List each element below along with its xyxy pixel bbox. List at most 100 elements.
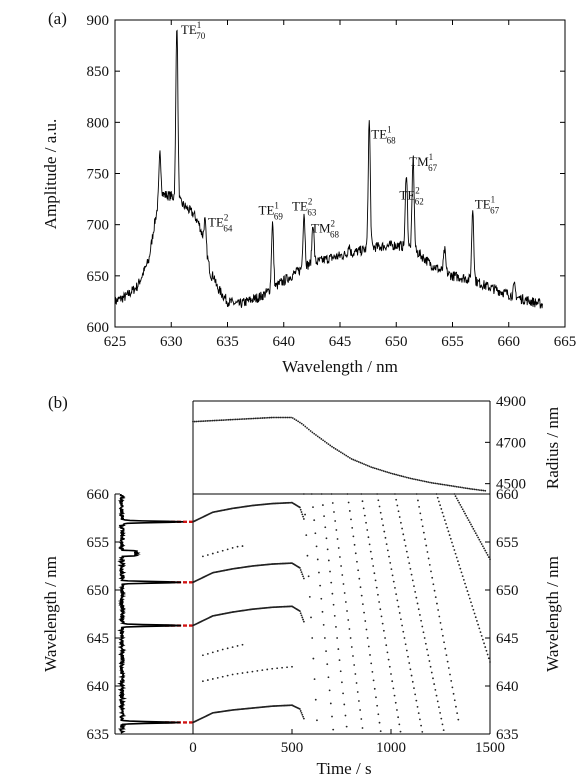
panel-b-track-point — [226, 647, 229, 650]
panel-b-radius-point — [475, 488, 478, 491]
panel-b-track-point — [302, 577, 305, 580]
panel-b-track-point — [486, 653, 489, 656]
panel-b-track-point — [305, 534, 308, 537]
panel-b-track-point — [379, 511, 382, 514]
panel-a-peak-label: TE1 67 — [475, 194, 500, 215]
panel-b-track-point — [226, 674, 229, 677]
panel-b-radius-point — [382, 470, 385, 472]
panel-a-xtick-label: 660 — [498, 334, 521, 350]
panel-b-left-ytick-label: 655 — [87, 535, 110, 551]
panel-b-track-point — [301, 573, 304, 576]
panel-b-radius-point — [457, 486, 460, 488]
panel-b-radius-point — [420, 479, 422, 482]
panel-b-track-point — [454, 495, 457, 498]
panel-b-track-point — [374, 579, 377, 582]
panel-b-track-point — [392, 687, 395, 690]
panel-b-radius-point — [197, 420, 200, 423]
panel-b-radius-point — [192, 420, 194, 423]
panel-b-track-point — [452, 545, 455, 548]
panel-b-xlabel: Time / s — [316, 759, 371, 778]
panel-b-radius-point — [311, 431, 314, 434]
panel-b-track-point — [453, 699, 456, 702]
panel-b-left-ytick-label: 650 — [87, 583, 110, 599]
panel-b-track-point — [336, 637, 339, 639]
panel-b-track-point — [489, 661, 491, 663]
panel-a-xlabel: Wavelength / nm — [282, 357, 398, 376]
panel-b-track-point — [385, 644, 388, 647]
panel-b-track-point — [310, 616, 312, 619]
panel-b-track-point — [360, 718, 363, 720]
panel-b-track-point — [368, 543, 371, 546]
panel-b-track-point — [436, 602, 438, 605]
panel-b-radius-point — [199, 420, 202, 423]
panel-b-track-point — [318, 571, 320, 574]
panel-b-right-ytick-label: 640 — [496, 679, 519, 695]
panel-b-radius-point — [479, 489, 481, 491]
panel-b-track-point — [386, 651, 389, 654]
panel-b-radius-point — [281, 416, 283, 419]
panel-b-track-point — [329, 702, 332, 705]
panel-b-track-point — [375, 696, 377, 699]
panel-a-peak-label: TE2 63 — [292, 196, 317, 217]
panel-b-track-point — [431, 576, 434, 579]
panel-b-radius-point — [438, 483, 440, 485]
panel-b-track-point — [451, 686, 454, 689]
panel-b-track-point — [266, 668, 269, 671]
panel-b-track-point — [410, 573, 413, 576]
panel-a-label: (a) — [48, 9, 67, 28]
panel-b-radius-point — [299, 421, 301, 424]
panel-b-track-point — [325, 537, 328, 540]
panel-b-track-point — [473, 530, 476, 532]
panel-b-track-point — [389, 561, 392, 564]
panel-b-track-point — [403, 637, 406, 639]
panel-b-track-point — [356, 691, 359, 693]
panel-b-label: (b) — [48, 393, 68, 412]
panel-b-radius-point — [380, 469, 383, 472]
panel-b-track-point — [398, 516, 401, 518]
panel-b-radius-point — [430, 481, 433, 484]
panel-b-track-point — [347, 619, 350, 621]
panel-b-track-point — [363, 514, 366, 517]
panel-b-track-point — [388, 665, 391, 668]
panel-b-track-point — [319, 584, 322, 587]
panel-b-xtick-label: 1500 — [475, 740, 505, 756]
panel-b-track-point — [236, 672, 239, 675]
panel-b-track-point — [366, 637, 369, 639]
panel-b-radius-point — [357, 461, 360, 463]
panel-b-track-point — [401, 527, 403, 530]
panel-b-track-point — [394, 701, 397, 704]
panel-a-ylabel: Amplitude / a.u. — [41, 119, 60, 229]
panel-b-track-point — [327, 676, 330, 679]
panel-a-ytick-label: 850 — [87, 64, 110, 80]
panel-b-radius-point — [348, 456, 351, 459]
panel-b-track-point — [419, 718, 421, 721]
panel-b-track-point — [478, 627, 481, 630]
panel-b-radius-point — [270, 416, 273, 419]
panel-b-track-point — [359, 709, 362, 711]
panel-a-peak-label: TE2 62 — [399, 185, 423, 206]
panel-b-radius-point — [272, 416, 275, 419]
panel-b-track-point — [364, 620, 367, 622]
panel-b-track-point — [378, 721, 381, 724]
panel-b-track-point — [357, 569, 360, 572]
panel-b-track-point — [427, 654, 430, 657]
panel-b-track-point — [378, 601, 381, 603]
panel-a-ytick-label: 600 — [87, 320, 110, 336]
panel-b-radius-point — [320, 438, 323, 440]
panel-b-track-point — [390, 568, 393, 571]
panel-b-track-point — [400, 521, 402, 524]
panel-b-track-point — [446, 660, 449, 663]
panel-b-track-point — [434, 688, 437, 691]
panel-b-track-point — [440, 628, 443, 631]
panel-b-track-point — [468, 597, 471, 600]
panel-b-track-point — [231, 673, 234, 676]
panel-b-track-point — [398, 612, 401, 614]
panel-b-track-point — [401, 624, 403, 627]
panel-b-track-point — [407, 556, 409, 559]
panel-b-track-point — [325, 650, 327, 652]
panel-b-track-point — [216, 551, 219, 554]
panel-b-radius-point — [345, 454, 348, 457]
panel-b-radius-point — [397, 474, 399, 477]
panel-b-radius-point — [439, 483, 442, 486]
panel-b-track-point — [216, 676, 219, 679]
